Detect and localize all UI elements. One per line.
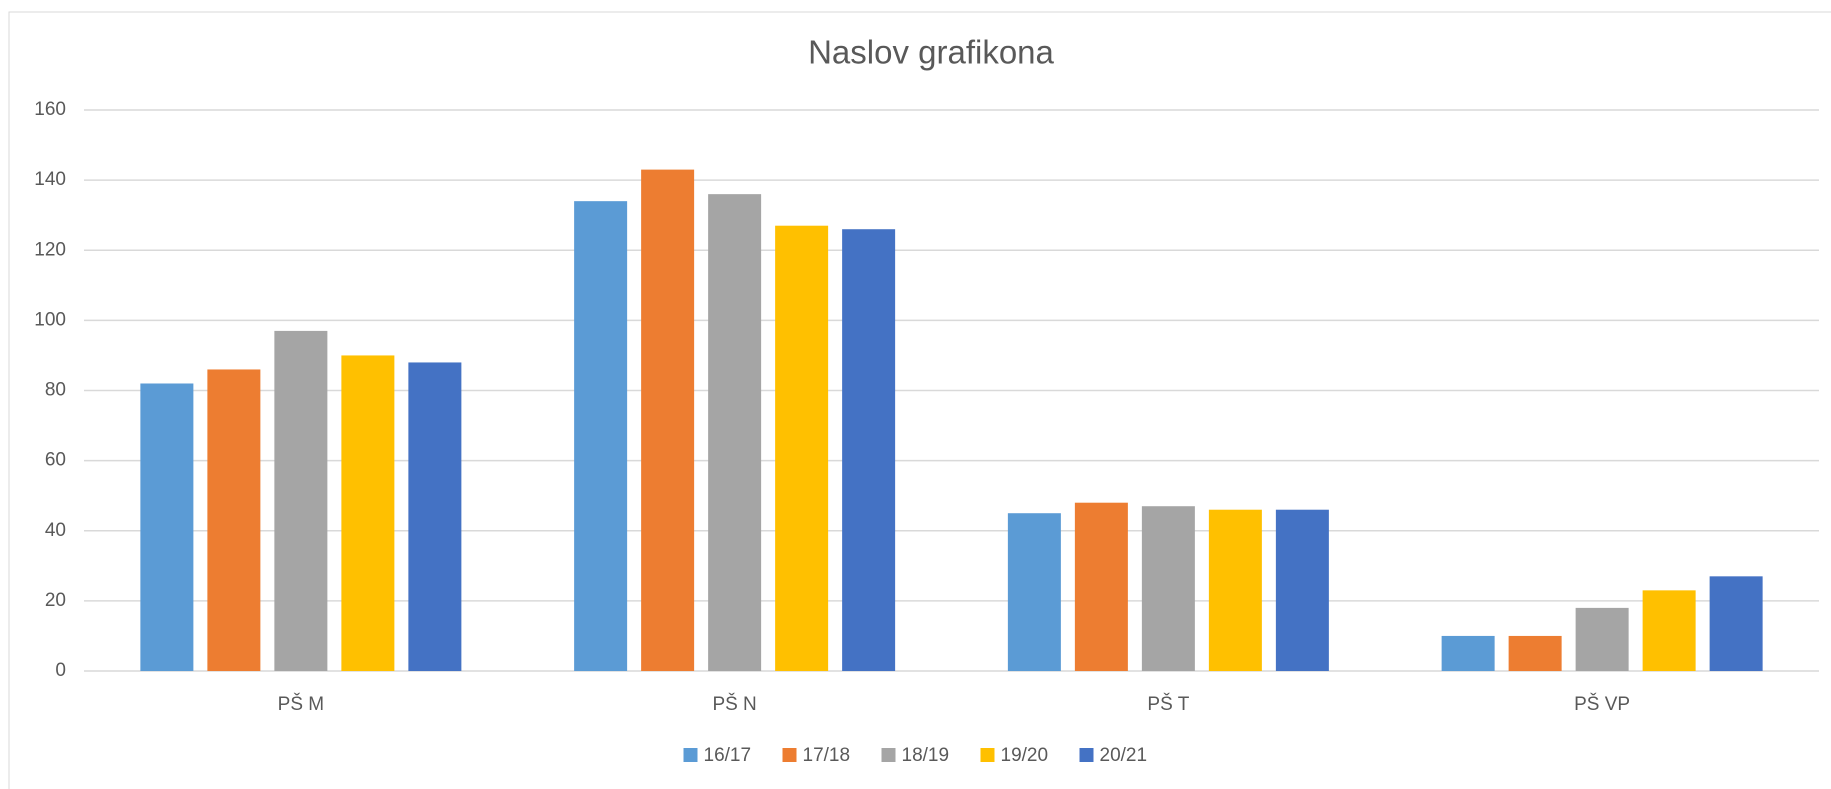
legend-swatch xyxy=(980,748,995,762)
bar xyxy=(1441,635,1495,671)
y-tick-label: 40 xyxy=(45,520,66,541)
y-tick-label: 0 xyxy=(55,660,66,681)
bar xyxy=(775,225,829,672)
y-tick-label: 120 xyxy=(34,239,66,260)
y-tick-label: 80 xyxy=(45,380,66,401)
chart-title: Naslov grafikona xyxy=(808,34,1054,71)
bar xyxy=(1575,607,1629,671)
legend-swatch xyxy=(1079,748,1094,762)
legend-label: 18/19 xyxy=(902,745,950,766)
bar xyxy=(574,201,628,671)
x-tick-label: PŠ T xyxy=(1147,693,1189,715)
bar xyxy=(1007,513,1061,671)
bar xyxy=(1141,506,1195,671)
y-tick-label: 160 xyxy=(34,99,66,120)
bar xyxy=(1709,576,1763,671)
bar xyxy=(842,229,896,671)
bar xyxy=(1642,590,1696,671)
bar xyxy=(207,369,261,671)
y-tick-label: 60 xyxy=(45,450,66,471)
legend-label: 20/21 xyxy=(1100,745,1148,766)
bar xyxy=(641,169,695,671)
bar xyxy=(341,355,395,671)
legend-label: 16/17 xyxy=(704,745,752,766)
y-tick-label: 100 xyxy=(34,309,66,330)
bar xyxy=(1074,502,1128,671)
bar xyxy=(274,330,328,671)
bar xyxy=(408,362,462,671)
bar xyxy=(708,194,762,671)
legend-swatch xyxy=(782,748,797,762)
bar xyxy=(1275,509,1329,671)
legend-label: 19/20 xyxy=(1001,745,1049,766)
bar xyxy=(1508,635,1562,671)
bar xyxy=(1208,509,1262,671)
x-tick-label: PŠ N xyxy=(712,693,756,715)
x-tick-label: PŠ M xyxy=(278,693,324,715)
legend-label: 17/18 xyxy=(803,745,851,766)
y-tick-label: 140 xyxy=(34,169,66,190)
bar xyxy=(140,383,194,671)
x-tick-label: PŠ VP xyxy=(1574,693,1630,715)
legend-swatch xyxy=(683,748,698,762)
legend-swatch xyxy=(881,748,896,762)
y-tick-label: 20 xyxy=(45,590,66,611)
